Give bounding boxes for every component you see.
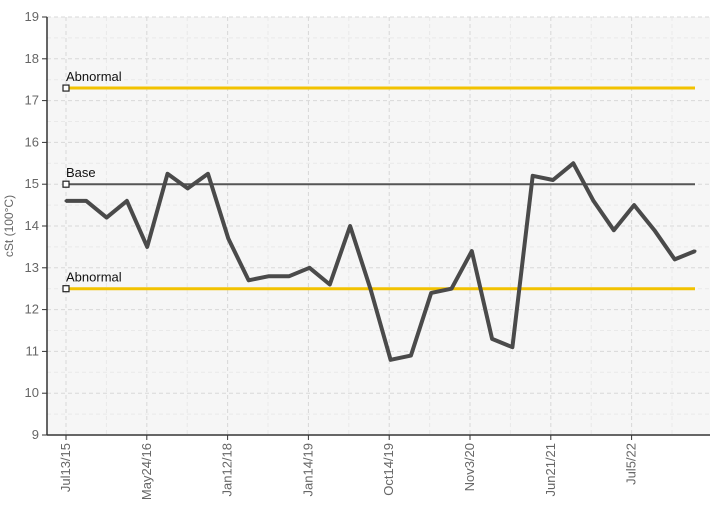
- data-point: [226, 237, 230, 241]
- data-point: [328, 283, 332, 287]
- data-point: [470, 249, 474, 253]
- data-point: [450, 287, 454, 291]
- data-point: [186, 186, 190, 190]
- data-point: [84, 199, 88, 203]
- data-point: [247, 278, 251, 282]
- series-layer: [64, 161, 697, 362]
- data-point: [551, 178, 555, 182]
- x-tick-label: Nov3/20: [462, 443, 477, 491]
- y-tick-label: 14: [25, 218, 39, 233]
- data-point: [368, 287, 372, 291]
- data-point: [287, 274, 291, 278]
- data-point: [165, 172, 169, 176]
- x-tick-label: Jul13/15: [58, 443, 73, 492]
- y-tick-label: 16: [25, 134, 39, 149]
- y-axis-label: cSt (100°C): [2, 195, 16, 257]
- data-point: [206, 172, 210, 176]
- data-point: [348, 224, 352, 228]
- x-tick-label: Jan14/19: [300, 443, 315, 497]
- data-point: [145, 245, 149, 249]
- data-point: [693, 249, 697, 253]
- reference-label: Base: [66, 165, 96, 180]
- reference-label: Abnormal: [66, 270, 122, 285]
- x-tick-label: Jul5/22: [624, 443, 639, 485]
- data-point: [64, 199, 68, 203]
- data-point: [490, 337, 494, 341]
- data-point: [632, 203, 636, 207]
- y-tick-label: 17: [25, 93, 39, 108]
- y-tick-label: 13: [25, 260, 39, 275]
- x-tick-label: Jun21/21: [543, 443, 558, 497]
- y-tick-label: 19: [25, 9, 39, 24]
- data-point: [307, 266, 311, 270]
- data-point: [673, 257, 677, 261]
- data-point: [409, 354, 413, 358]
- x-tick-label: Oct14/19: [381, 443, 396, 496]
- series-line: [66, 161, 696, 362]
- reference-marker: [62, 180, 70, 188]
- x-ticks: Jul13/15 May24/16 Jan12/18 Jan14/19 Oct14/19…: [58, 435, 639, 500]
- data-point: [612, 228, 616, 232]
- data-point: [652, 228, 656, 232]
- reference-label: Abnormal: [66, 69, 122, 84]
- reference-marker: [62, 285, 70, 293]
- y-tick-label: 12: [25, 302, 39, 317]
- data-point: [267, 274, 271, 278]
- data-point: [510, 345, 514, 349]
- reference-lines: Abnormal Base Abnormal: [62, 69, 695, 293]
- x-tick-label: Jan12/18: [220, 443, 235, 497]
- data-point: [531, 174, 535, 178]
- data-point: [105, 216, 109, 220]
- y-tick-label: 9: [32, 427, 39, 442]
- data-point: [592, 199, 596, 203]
- data-point: [429, 291, 433, 295]
- reference-marker: [62, 84, 70, 92]
- y-tick-label: 15: [25, 176, 39, 191]
- y-tick-label: 18: [25, 51, 39, 66]
- x-tick-label: May24/16: [139, 443, 154, 500]
- y-tick-label: 11: [26, 343, 40, 358]
- data-point: [389, 358, 393, 362]
- y-tick-label: 10: [25, 385, 39, 400]
- data-point: [571, 161, 575, 165]
- y-ticks: 9 10 11 12 13 14 15 16 17 18 19: [25, 9, 47, 442]
- data-point: [125, 199, 129, 203]
